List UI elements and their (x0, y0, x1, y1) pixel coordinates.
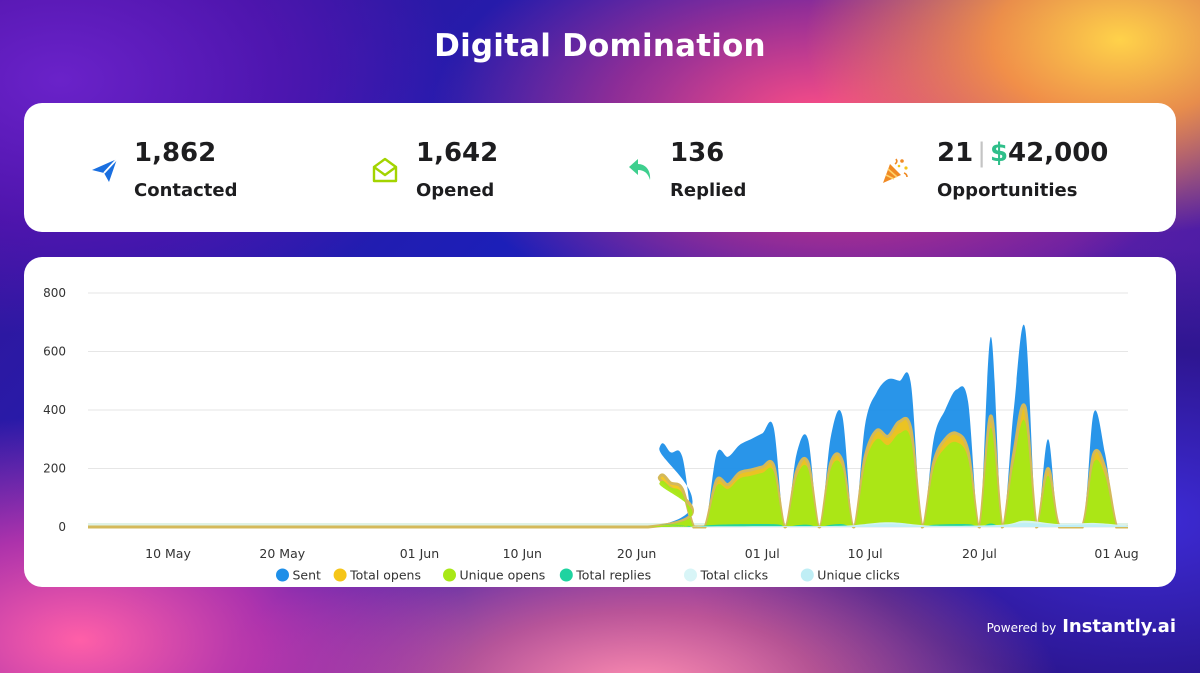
party-popper-icon (883, 158, 908, 183)
y-tick-label: 200 (43, 462, 66, 476)
legend-item-unique-clicks[interactable]: Unique clicks (800, 568, 900, 583)
legend-label: Sent (293, 568, 322, 583)
stat-label: Opportunities (937, 180, 1078, 201)
value-separator: | (977, 138, 986, 168)
currency-symbol: $ (989, 138, 1009, 168)
chart-legend[interactable]: Sent Total opens Unique opens Total replies… (276, 568, 900, 583)
legend-swatch (333, 568, 347, 582)
legend-label: Unique opens (460, 568, 546, 583)
stat-value: 1,642 (416, 138, 499, 168)
x-tick-label: 01 Aug (1094, 546, 1138, 561)
x-tick-label: 20 Jul (962, 546, 997, 561)
y-tick-label: 0 (58, 520, 66, 534)
stat-value: 136 (670, 138, 725, 168)
stat-label: Opened (416, 180, 495, 201)
baseline-band (88, 523, 1128, 527)
legend-item-total-replies[interactable]: Total replies (559, 568, 651, 583)
page-title: Digital Domination (434, 28, 766, 64)
x-axis: 10 May 20 May 01 Jun 10 Jun 20 Jun 01 Jul 10 J… (145, 546, 1139, 561)
powered-by-text: Powered by (986, 621, 1057, 635)
legend-swatch (443, 568, 456, 582)
legend-item-total-clicks[interactable]: Total clicks (684, 568, 768, 583)
open-envelope-icon (372, 157, 398, 183)
chart-areas (88, 324, 1128, 529)
area-unique-clicks (88, 522, 1128, 527)
legend-item-unique-opens[interactable]: Unique opens (443, 568, 545, 583)
x-tick-label: 01 Jul (745, 546, 780, 561)
stat-label: Contacted (134, 180, 238, 201)
x-tick-label: 10 May (145, 546, 191, 561)
legend-swatch (559, 568, 573, 582)
opportunity-count: 21 (937, 138, 974, 168)
stat-label: Replied (670, 180, 747, 201)
brand-logo-text: Instantly.ai (1062, 616, 1176, 637)
stat-value: 1,862 (134, 138, 217, 168)
y-axis: 0 200 400 600 800 (43, 286, 66, 534)
x-tick-label: 10 Jul (848, 546, 883, 561)
chart-card: 0 200 400 600 800 10 May 20 May 01 Jun 10 Jun 20… (24, 257, 1176, 587)
legend-label: Total clicks (700, 568, 769, 583)
campaign-activity-chart: 0 200 400 600 800 10 May 20 May 01 Jun 10 Jun 20… (43, 286, 1139, 583)
y-tick-label: 800 (43, 286, 66, 300)
reply-arrow-icon (629, 159, 651, 180)
footer-branding: Powered by Instantly.ai (987, 616, 1176, 637)
area-unique-opens (88, 419, 1128, 527)
legend-item-total-opens[interactable]: Total opens (333, 568, 421, 583)
stats-card: 1,862 Contacted 1,642 Opened 136 Replied… (24, 103, 1176, 232)
x-tick-label: 10 Jun (503, 546, 542, 561)
opportunity-amount: 42,000 (1008, 138, 1109, 168)
legend-label: Total replies (575, 568, 651, 583)
legend-label: Total opens (349, 568, 421, 583)
legend-swatch (800, 568, 814, 582)
x-tick-label: 20 Jun (617, 546, 656, 561)
x-tick-label: 20 May (259, 546, 305, 561)
y-tick-label: 600 (43, 345, 66, 359)
stat-value: 21 | $42,000 (937, 138, 1108, 168)
legend-swatch (276, 568, 289, 582)
legend-label: Unique clicks (817, 568, 900, 583)
legend-swatch (684, 568, 697, 582)
paper-plane-icon (92, 158, 118, 182)
y-tick-label: 400 (43, 403, 66, 417)
x-tick-label: 01 Jun (400, 546, 439, 561)
legend-item-sent[interactable]: Sent (276, 568, 321, 583)
